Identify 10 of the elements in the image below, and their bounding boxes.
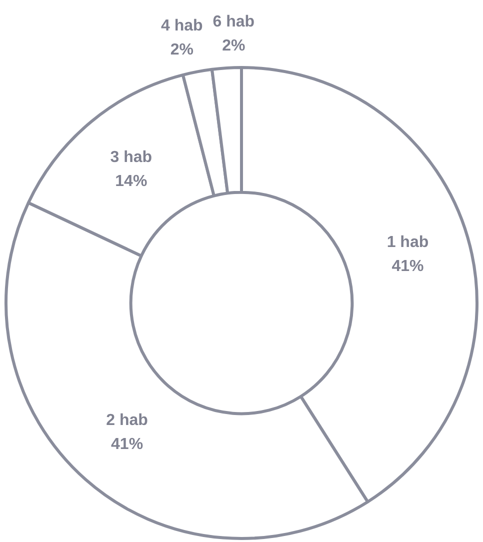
- slice-label: 6 hab: [212, 13, 255, 30]
- slice-label: 1 hab: [386, 234, 429, 252]
- slice-label: 2 hab: [106, 412, 148, 430]
- data-label: 2%: [222, 37, 246, 54]
- data-label: 41%: [392, 258, 424, 276]
- data-label: 14%: [115, 173, 148, 190]
- slice-label: 4 hab: [160, 18, 204, 35]
- slice-label: 3 hab: [110, 149, 152, 166]
- data-label: 41%: [111, 436, 144, 454]
- data-label: 2%: [170, 42, 194, 59]
